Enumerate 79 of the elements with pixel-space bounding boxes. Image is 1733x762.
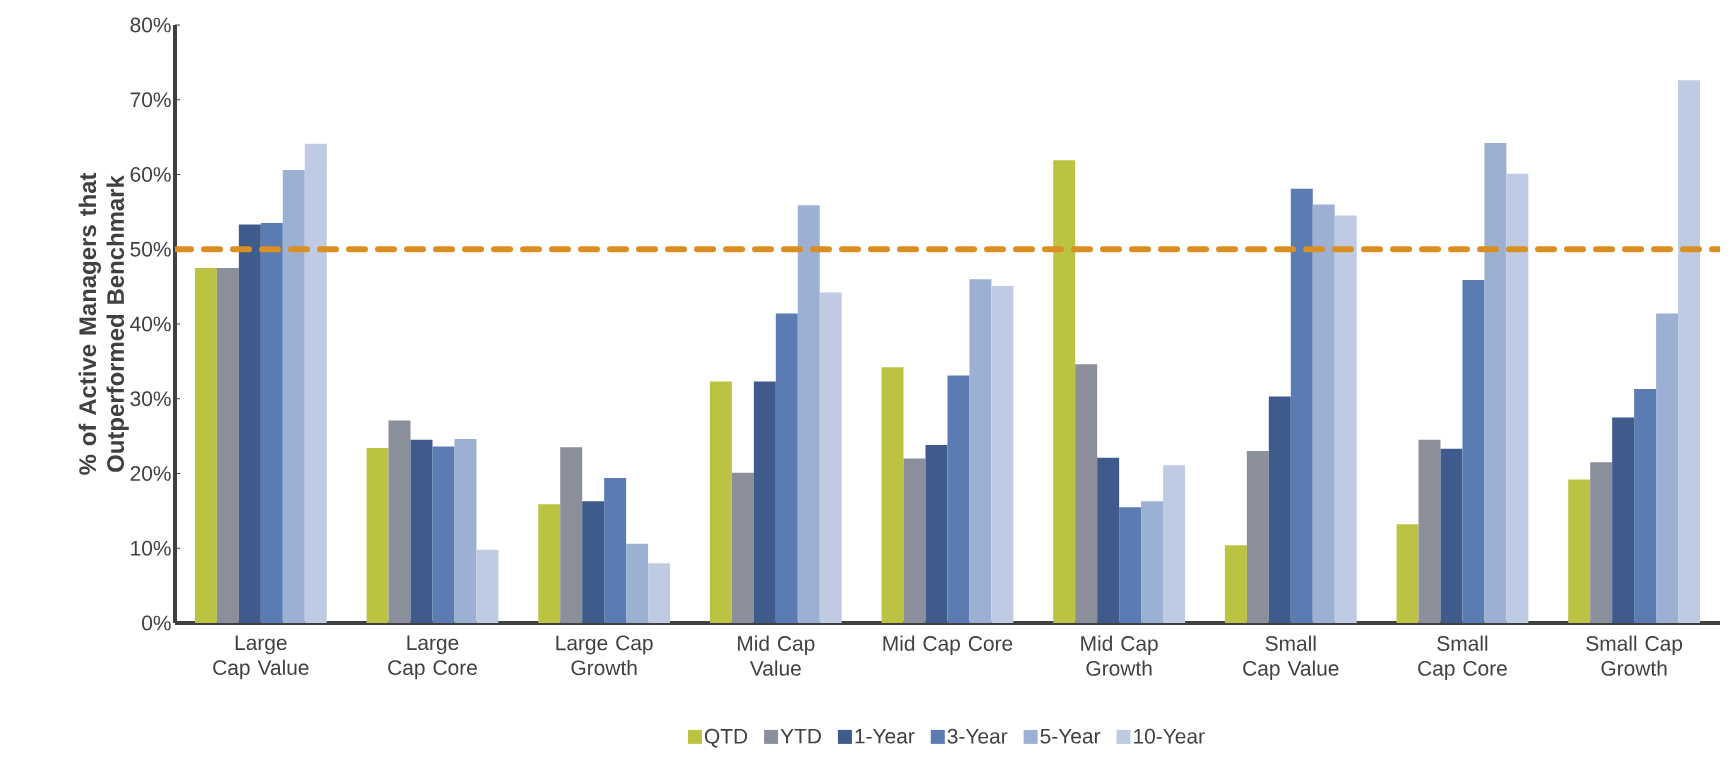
x-tick-label: Small Cap Growth [1586, 635, 1683, 676]
y-tick-label: 80% [130, 17, 171, 33]
x-tick-label: Small Cap Core [1418, 635, 1507, 680]
legend-label: QTD [704, 728, 748, 748]
bar [582, 501, 605, 623]
bar [476, 549, 499, 623]
bar [648, 563, 671, 623]
y-tick-label: 40% [130, 316, 171, 332]
bar [1612, 417, 1635, 623]
bar [410, 439, 433, 623]
bar [194, 267, 217, 623]
bar [238, 224, 261, 623]
x-tick-label: Mid Cap Value [738, 635, 815, 676]
bar [216, 267, 239, 623]
bar [454, 439, 477, 623]
bar [1246, 451, 1269, 623]
bar [903, 458, 926, 623]
y-tick-label: 0% [142, 615, 171, 631]
bar [1418, 439, 1441, 623]
bar [731, 472, 754, 623]
bar [1163, 465, 1186, 623]
bar [1224, 545, 1247, 623]
bar [388, 420, 411, 623]
legend-label: YTD [780, 728, 821, 744]
bar [1290, 188, 1313, 623]
y-tick-label: 70% [130, 92, 171, 108]
bar [538, 504, 561, 623]
bar [1141, 501, 1164, 623]
bar [560, 447, 583, 623]
bar [1506, 173, 1529, 623]
y-tick-label: 60% [130, 167, 171, 182]
legend-label: 5-Year [1040, 728, 1101, 744]
bar [947, 375, 970, 623]
bar [282, 170, 305, 623]
x-tick-label: Small Cap Value [1243, 635, 1339, 680]
bar [709, 381, 732, 623]
bar [775, 313, 798, 623]
bar [819, 292, 842, 623]
bar [1590, 462, 1613, 623]
bar [1119, 507, 1142, 623]
bar [1634, 389, 1657, 623]
y-tick-label: 30% [130, 391, 171, 407]
bar [991, 285, 1014, 623]
bar [366, 448, 389, 623]
bar [1097, 457, 1120, 623]
y-tick-label: 20% [130, 466, 171, 481]
legend-label: 10-Year [1134, 728, 1205, 744]
bar [1396, 524, 1419, 623]
bar [1075, 364, 1098, 623]
bar [1440, 448, 1463, 623]
bar [1312, 204, 1335, 623]
y-tick-label: 50% [130, 241, 171, 257]
bar [969, 279, 992, 623]
x-tick-label: Large Cap Growth [556, 635, 653, 676]
bar [1656, 313, 1679, 623]
x-tick-label: Mid Cap Core [883, 635, 1013, 656]
bar [1568, 479, 1591, 623]
bar [1678, 80, 1701, 623]
bar [753, 381, 776, 623]
y-tick-label: 10% [131, 540, 171, 556]
bar [604, 477, 627, 623]
bar [260, 223, 283, 623]
bar [1462, 279, 1485, 623]
x-tick-label: Large Cap Value [213, 635, 309, 680]
bar [432, 446, 455, 623]
legend-label: 3-Year [947, 728, 1008, 744]
bar [304, 143, 327, 623]
bar [626, 543, 649, 623]
bar [881, 367, 904, 623]
x-tick-label: Mid Cap Growth [1081, 635, 1158, 676]
bar [1484, 143, 1507, 623]
bar [1053, 160, 1076, 623]
bar [1268, 396, 1291, 623]
x-tick-label: Large Cap Core [388, 635, 477, 680]
bar [925, 445, 948, 623]
legend-label: 1-Year [855, 728, 915, 744]
bar [797, 205, 820, 623]
y-axis-title: % of Active Managers that Outperformed Benchmark [78, 172, 129, 475]
bar [1334, 215, 1357, 623]
